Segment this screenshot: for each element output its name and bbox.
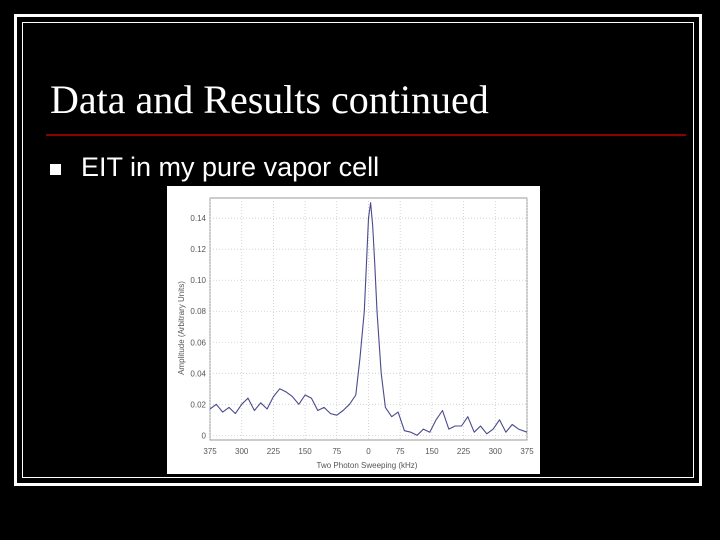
y-tick-label: 0.14 <box>190 214 206 223</box>
eit-chart: 375 300 225 150 75 0 75 150 225 300 375 0 0.02 0.04 0.… <box>177 197 534 470</box>
x-tick-label: 225 <box>267 447 281 456</box>
square-bullet-icon <box>50 163 61 175</box>
x-tick-label: 375 <box>203 447 217 456</box>
slide-inner-border <box>22 22 694 478</box>
title-divider <box>46 134 686 136</box>
bullet-text: EIT in my pure vapor cell <box>81 152 380 182</box>
x-tick-label: 375 <box>520 447 534 456</box>
y-tick-label: 0.12 <box>190 245 206 254</box>
x-tick-label: 75 <box>396 447 405 456</box>
x-tick-label: 150 <box>425 447 439 456</box>
slide-title: Data and Results continued <box>50 77 489 122</box>
x-tick-label: 300 <box>235 447 249 456</box>
y-axis-label: Amplitude (Arbitrary Units) <box>177 281 186 375</box>
x-axis-label: Two Photon Sweeping (kHz) <box>317 461 418 470</box>
slide-outer-border <box>14 14 702 486</box>
bullet-item: EIT in my pure vapor cell <box>50 152 379 183</box>
series-line <box>209 202 528 436</box>
y-tick-label: 0 <box>202 431 207 440</box>
y-tick-label: 0.08 <box>190 307 206 316</box>
y-tick-label: 0.10 <box>190 276 206 285</box>
x-tick-label: 0 <box>366 447 371 456</box>
y-tick-label: 0.04 <box>190 369 206 378</box>
y-tick-label: 0.02 <box>190 400 206 409</box>
chart-image: 375 300 225 150 75 0 75 150 225 300 375 0 0.02 0.04 0.… <box>167 186 540 474</box>
x-tick-label: 225 <box>457 447 471 456</box>
x-tick-label: 150 <box>298 447 312 456</box>
x-tick-label: 300 <box>489 447 503 456</box>
y-tick-label: 0.06 <box>190 338 206 347</box>
x-tick-label: 75 <box>332 447 341 456</box>
